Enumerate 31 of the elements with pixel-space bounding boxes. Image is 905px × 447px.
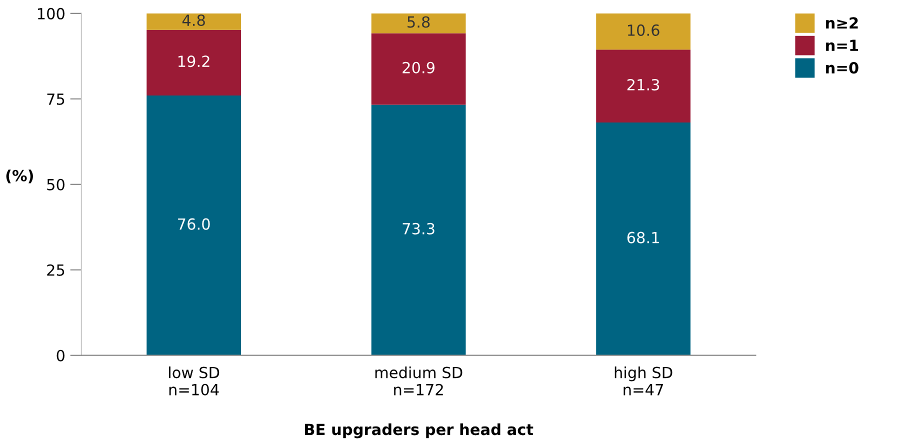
bar — [371, 104, 466, 356]
bar — [596, 13, 690, 50]
data-label: 73.3 — [402, 222, 434, 234]
bar — [146, 30, 242, 96]
bar — [371, 33, 466, 105]
data-label: 68.1 — [627, 232, 659, 244]
bar — [596, 122, 690, 356]
y-tick-label: 0 — [56, 350, 64, 362]
y-tick-label: 25 — [47, 264, 64, 276]
data-label: 20.9 — [402, 62, 434, 74]
x-tick-label: low SD n=104 — [169, 366, 220, 396]
bar — [371, 13, 466, 34]
data-label: 19.2 — [178, 56, 210, 68]
data-label: 4.8 — [182, 14, 205, 26]
bar — [146, 95, 242, 356]
y-tick-label: 50 — [47, 178, 64, 190]
bar — [596, 50, 690, 122]
data-label: 21.3 — [627, 78, 660, 91]
legend-label: n≥2 — [826, 17, 858, 29]
data-label: 5.8 — [408, 16, 430, 28]
legend-label: n=0 — [826, 62, 858, 74]
y-tick-label: 75 — [47, 94, 64, 105]
x-tick-label: high SD n=47 — [614, 366, 672, 396]
y-tick-label: 100 — [38, 8, 64, 20]
bar — [146, 13, 242, 30]
x-tick-label: medium SD n=172 — [375, 366, 462, 396]
legend-label: n=1 — [826, 40, 858, 51]
x-axis-title: BE upgraders per head act — [305, 423, 534, 438]
data-label: 10.6 — [628, 24, 660, 36]
y-axis-title: (%) — [6, 170, 33, 184]
data-label: 76.0 — [178, 218, 210, 230]
